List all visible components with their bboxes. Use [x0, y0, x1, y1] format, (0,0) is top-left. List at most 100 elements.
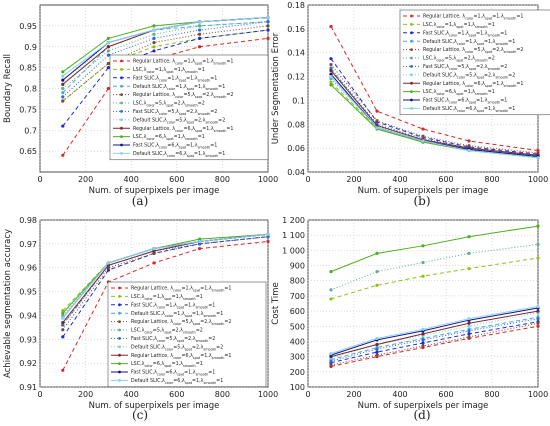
legend-marker: [118, 345, 121, 349]
series-line-rl2: [62, 236, 269, 331]
chart-achievable-segmentation-accuracy: 0 200 400 600 800 1000 0.91 0.92 0.93 0.94 0.95 0.9…: [3, 216, 278, 422]
data-point-fast2: [329, 66, 333, 70]
chart-boundary-recall: 0 200 400 600 800 1000 0.65 0.7 0.75 0.8 0.85 0.9 0.…: [3, 4, 278, 208]
legend-marker: [120, 93, 123, 96]
data-point-fast2: [106, 53, 110, 57]
data-point-fast2: [375, 347, 379, 351]
legend: Regular Lattice, λcolor=1,λspat=1,λsmoot…: [109, 54, 269, 161]
x-tick-label: 400: [392, 175, 407, 184]
data-point-lsc3: [421, 244, 425, 248]
data-point-def3: [152, 247, 156, 251]
data-point-lsc2: [329, 288, 333, 292]
data-point-lsc2: [152, 32, 156, 36]
legend-marker: [410, 73, 413, 77]
data-point-rl3: [106, 45, 110, 49]
data-point-lsc1: [375, 283, 379, 287]
x-tick-label: 400: [124, 390, 139, 399]
data-point-fast1: [375, 350, 379, 354]
y-tick-label: 0.9: [24, 43, 37, 52]
data-point-rl2: [467, 144, 471, 148]
data-point-def3: [198, 239, 202, 244]
y-tick-label: 100: [290, 383, 305, 392]
y-axis-label: Boundary Recall: [3, 54, 13, 123]
data-point-rl1: [266, 36, 270, 41]
x-axis-label: Num. of superpixels per image: [358, 186, 489, 196]
legend-marker: [410, 31, 413, 35]
data-point-def3: [375, 126, 379, 130]
x-tick-label: 600: [438, 390, 453, 399]
legend-label: LSC,λcolor=6,λspat=1,λsmooth=1: [133, 134, 205, 141]
x-axis-label: Num. of superpixels per image: [358, 401, 489, 411]
legend-label: Fast SLIC,λcolor=6,λspat=1,λsmooth=1: [131, 370, 215, 377]
data-point-rl2: [467, 335, 471, 339]
data-point-lsc2: [106, 49, 110, 53]
legend-marker: [118, 286, 121, 290]
data-point-rl1: [198, 45, 202, 49]
data-point-rl3: [375, 342, 379, 347]
data-point-rl2: [61, 99, 65, 103]
data-point-def3: [61, 74, 65, 78]
legend-label: Regular Lattice, λcolor=1,λspat=1,λsmoot…: [131, 286, 231, 293]
data-point-def3: [329, 352, 333, 356]
data-point-rl2: [198, 32, 202, 36]
data-point-def3: [421, 139, 425, 143]
data-point-lsc1: [467, 266, 471, 271]
y-tick-label: 0.08: [287, 120, 305, 129]
legend-label: Fast SLIC,λcolor=6,λspat=1,λsmooth=1: [133, 143, 217, 150]
data-point-fast2: [467, 329, 471, 333]
data-point-def3: [467, 317, 471, 321]
x-tick-label: 1000: [528, 390, 548, 399]
x-tick-label: 0: [305, 390, 310, 399]
x-tick-label: 800: [215, 390, 230, 399]
y-axis-label: Under Segmentation Error: [271, 32, 281, 144]
data-point-rl2: [375, 353, 379, 357]
y-tick-label: 0.7: [24, 126, 37, 135]
data-point-fast2: [198, 28, 202, 32]
legend-label: Fast SLIC,λcolor=6,λspat=1,λsmooth=1: [423, 98, 507, 105]
data-point-rl3: [536, 309, 540, 313]
x-tick-label: 200: [346, 390, 361, 399]
legend-label: Default SLIC,λcolor=1,λspat=1,λsmooth=1: [133, 84, 225, 91]
y-tick-label: 0.91: [19, 383, 37, 392]
data-point-lsc3: [198, 237, 202, 241]
legend-marker: [118, 353, 121, 357]
y-tick-label: 0.12: [287, 73, 305, 82]
data-point-rl1: [61, 368, 65, 372]
data-point-fast1: [467, 332, 471, 336]
data-point-lsc3: [375, 251, 379, 255]
data-point-fast1: [421, 341, 425, 345]
data-point-def3: [198, 20, 202, 24]
data-point-rl1: [329, 24, 333, 29]
data-point-rl1: [421, 127, 425, 131]
y-tick-label: 0.8: [24, 85, 37, 94]
x-tick-label: 1000: [258, 175, 278, 184]
legend-marker: [120, 118, 123, 122]
data-point-rl1: [106, 86, 110, 91]
panel-label: (a): [132, 194, 149, 208]
data-point-lsc3: [106, 36, 110, 41]
series-line-rl1: [330, 26, 539, 152]
legend: Regular Lattice, λcolor=1,λspat=1,λsmoot…: [107, 281, 267, 388]
data-point-fast3: [329, 72, 333, 76]
data-point-lsc3: [536, 224, 540, 228]
data-point-def3: [421, 327, 425, 331]
legend-marker: [120, 135, 123, 139]
y-tick-label: 0.06: [287, 144, 305, 153]
chart-under-segmentation-error: 0 200 400 600 800 1000 0.04 0.06 0.08 0.1 0.12 0.14…: [271, 1, 550, 208]
data-point-rl2: [536, 151, 540, 155]
y-tick-label: 1 200: [282, 216, 305, 225]
legend-marker: [120, 143, 123, 147]
legend-marker: [410, 14, 413, 18]
legend-marker: [410, 65, 413, 68]
y-tick-label: 0.75: [19, 105, 37, 114]
legend-label: Regular Lattice, λcolor=5,λspat=2,λsmoot…: [423, 47, 523, 54]
data-point-rl3: [152, 249, 156, 253]
legend-marker: [120, 59, 123, 63]
legend-label: Default SLIC,λcolor=5,λspat=2,λsmooth=2: [423, 72, 515, 79]
legend: Regular Lattice, λcolor=1,λspat=1,λsmoot…: [399, 9, 550, 116]
data-point-rl2: [421, 344, 425, 348]
legend-label: LSC,λcolor=6,λspat=1,λsmooth=1: [423, 89, 495, 96]
legend-marker: [410, 90, 413, 93]
data-point-rl1: [266, 239, 270, 244]
